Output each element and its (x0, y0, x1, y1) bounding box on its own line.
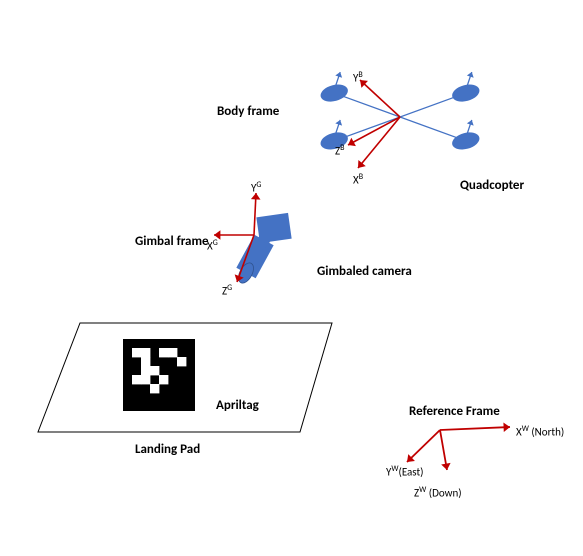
label-reference-frame: Reference Frame (409, 404, 500, 419)
diagram-canvas (0, 0, 583, 556)
label-body-frame: Body frame (217, 104, 279, 119)
label-apriltag: Apriltag (216, 398, 259, 413)
axis-gimbal-y: YG (251, 180, 261, 195)
axis-gimbal-x: XG (207, 238, 218, 253)
axis-body-x: XB (353, 172, 363, 187)
axis-body-y: YB (353, 70, 363, 85)
axis-body-z: ZB (335, 143, 345, 158)
axis-world-y: YW(East) (386, 464, 424, 479)
label-landing-pad: Landing Pad (135, 442, 200, 457)
label-gimbal-frame: Gimbal frame (135, 234, 209, 249)
axis-gimbal-z: ZG (222, 283, 232, 298)
axis-world-z: ZW (Down) (414, 485, 462, 500)
axis-world-x: XW (North) (516, 424, 564, 439)
label-gimbaled-camera: Gimbaled camera (317, 264, 412, 279)
label-quadcopter: Quadcopter (460, 178, 524, 193)
